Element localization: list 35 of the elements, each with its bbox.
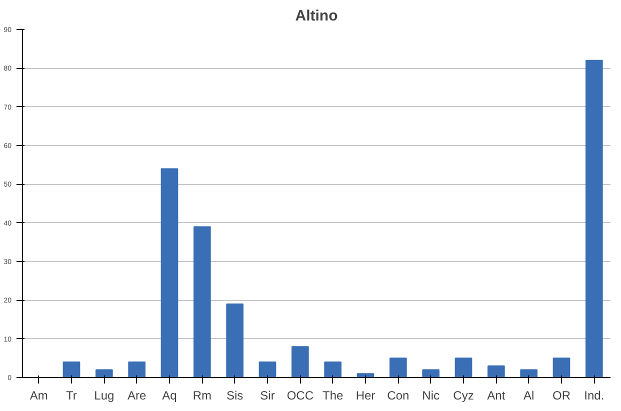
x-tick-label: Rm [192, 388, 212, 402]
bar [160, 168, 178, 378]
x-tick-label: Ind. [584, 388, 604, 402]
bar [62, 362, 80, 378]
bar [586, 60, 603, 378]
x-tick-label: Am [30, 388, 48, 402]
bar [488, 365, 505, 378]
chart-title: Altino [295, 8, 338, 24]
x-tick-label: The [322, 388, 344, 402]
bar [422, 369, 440, 378]
x-tick-label: Con [387, 388, 410, 402]
x-tick-label: OR [552, 388, 571, 402]
x-tick-label: Lug [94, 388, 114, 402]
bar [520, 369, 538, 378]
x-tick-label: Ant [487, 388, 506, 402]
bar [454, 358, 472, 378]
x-tick-label: Cyz [453, 388, 474, 402]
x-tick-label: Sis [226, 388, 244, 402]
bar [194, 226, 211, 378]
x-tick-label: Are [127, 388, 146, 402]
bar [258, 362, 276, 378]
x-tick-label: Nic [422, 388, 440, 402]
x-tick-label: Sir [260, 388, 275, 402]
bar [390, 358, 407, 378]
bar [96, 369, 113, 378]
bar [128, 362, 146, 378]
x-tick-label: Her [356, 388, 376, 402]
x-tick-label: Al [524, 388, 534, 402]
bar [292, 346, 309, 378]
bar [552, 358, 570, 378]
x-tick-label: Tr [66, 388, 77, 402]
bar [226, 304, 244, 378]
bar [324, 362, 342, 378]
x-tick-label: Aq [162, 388, 177, 402]
x-tick-label: OCC [286, 388, 314, 402]
